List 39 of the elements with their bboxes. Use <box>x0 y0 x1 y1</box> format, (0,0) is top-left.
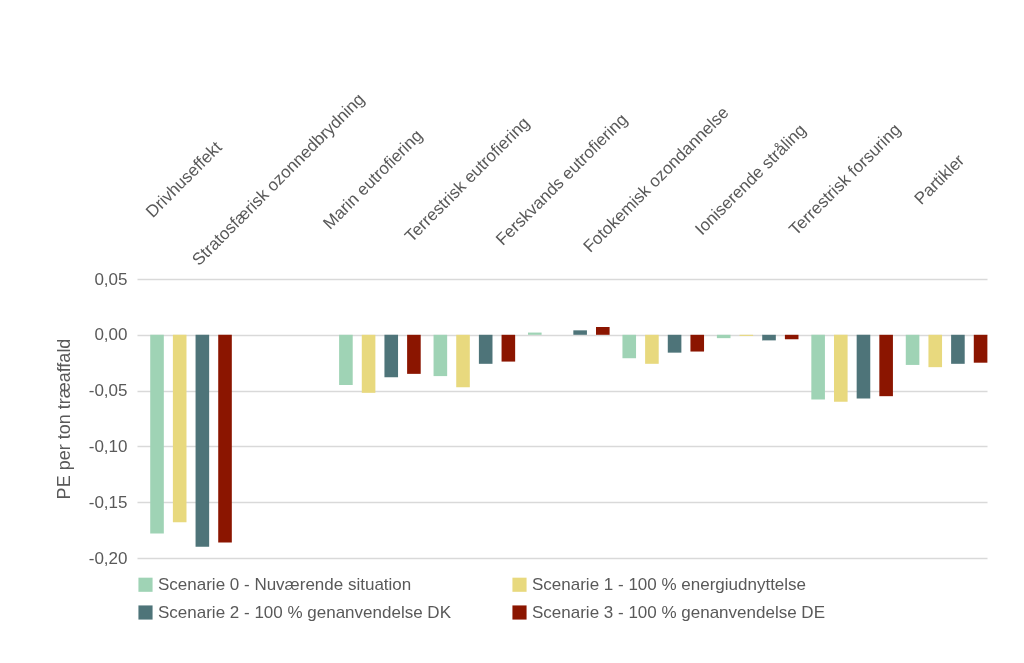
bar <box>361 334 376 393</box>
bar <box>433 334 448 377</box>
bar <box>150 334 164 534</box>
bar <box>690 334 705 352</box>
bar <box>407 334 421 374</box>
bar <box>645 334 659 364</box>
bar <box>573 330 587 335</box>
legend-label: Scenarie 1 - 100 % energiudnyttelse <box>532 574 807 594</box>
bar <box>834 334 848 402</box>
bar <box>879 334 893 397</box>
y-tick-label: -0,10 <box>88 436 128 456</box>
bar <box>478 334 493 364</box>
legend-label: Scenarie 0 - Nuværende situation <box>158 574 412 594</box>
bar <box>951 334 965 364</box>
bar <box>973 334 988 363</box>
y-tick-label: 0,05 <box>94 269 128 289</box>
bar <box>218 334 232 543</box>
y-axis-title: PE per ton træaffald <box>53 338 74 500</box>
bar <box>384 334 399 378</box>
bar <box>856 334 871 399</box>
bar <box>596 326 610 335</box>
bar <box>528 332 542 335</box>
bar <box>195 334 210 547</box>
bar <box>667 334 682 353</box>
y-tick-label: 0,00 <box>94 325 128 345</box>
legend-label: Scenarie 2 - 100 % genanvendelse DK <box>158 602 452 622</box>
bar <box>456 334 470 388</box>
bar <box>762 334 776 341</box>
bar <box>811 334 825 400</box>
bar <box>928 334 943 368</box>
legend-label: Scenarie 3 - 100 % genanvendelse DE <box>532 602 825 622</box>
y-tick-label: -0,05 <box>88 381 128 401</box>
bar <box>172 334 187 523</box>
bar <box>905 334 920 365</box>
y-tick-label: -0,15 <box>88 492 128 512</box>
bar <box>339 334 353 386</box>
y-tick-label: -0,20 <box>88 548 128 568</box>
bar <box>622 334 637 359</box>
bar <box>501 334 516 362</box>
